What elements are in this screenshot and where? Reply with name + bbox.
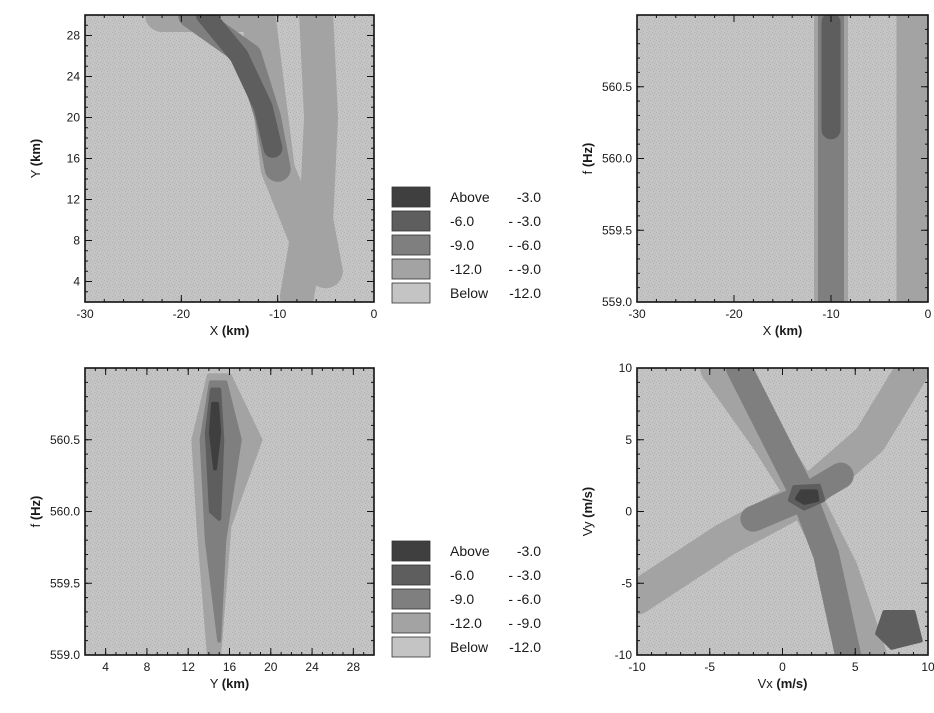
panel-yf: 4 8 12 16 20 24 28 559.0 559.5 560.0 560.5 Y (km) f …: [28, 367, 375, 691]
x-tick-label: -30: [628, 307, 646, 321]
legend-swatch: [391, 636, 431, 658]
y-tick-label: 0: [625, 505, 632, 519]
plot-background: [637, 15, 928, 302]
y-tick-label: 16: [67, 152, 81, 166]
legend-range: - -9.0: [508, 615, 541, 631]
x-tick-label: 28: [347, 660, 361, 674]
legend-label: -12.0: [450, 261, 482, 277]
contour-region: [208, 401, 222, 471]
y-tick-label: 559.5: [50, 576, 80, 590]
panel-vxvy: -10 -5 0 5 10 -10 -5 0 5 10 Vx (m/s) Vy (m/s): [580, 361, 934, 691]
legend-label: -9.0: [450, 237, 474, 253]
legend-top: Above -3.0 -6.0 - -3.0 -9.0 - -6.0 -12.0 - -9.0…: [391, 186, 541, 304]
contour-band: [195, 15, 283, 158]
legend-range: - -3.0: [508, 213, 541, 229]
x-tick-label: -10: [822, 307, 840, 321]
y-axis-title: f (Hz): [580, 143, 595, 175]
contour-layer: [145, 15, 343, 302]
x-tick-label: 24: [305, 660, 319, 674]
tick-marks: [84, 14, 375, 303]
y-tick-label: 4: [73, 275, 80, 289]
legend-range: - -9.0: [508, 261, 541, 277]
legend-label: Below: [450, 639, 489, 655]
y-tick-label: 20: [67, 111, 81, 125]
x-tick-label: -20: [725, 307, 743, 321]
legend-range: - -3.0: [508, 567, 541, 583]
y-tick-label: 559.0: [602, 295, 632, 309]
x-axis-title: X (km): [763, 323, 803, 338]
y-tick-label: -10: [615, 648, 633, 662]
y-tick-label: 560.5: [50, 433, 80, 447]
contour-layer: [637, 368, 928, 655]
y-tick-label: 8: [73, 234, 80, 248]
x-axis-title: Y (km): [210, 676, 250, 691]
y-tick-label: -5: [621, 576, 632, 590]
legend-range: -3.0: [517, 543, 541, 559]
y-axis-title: Vy (m/s): [580, 487, 595, 536]
x-tick-label: 10: [921, 660, 934, 674]
panel-xf: -30 -20 -10 0 559.0 559.5 560.0 560.5 X (km) f (H…: [580, 14, 932, 338]
contour-layer: [191, 373, 263, 655]
tick-marks: [84, 367, 375, 656]
legend-swatch: [391, 612, 431, 634]
x-tick-label: 4: [102, 660, 109, 674]
legend-range: -12.0: [509, 639, 541, 655]
legend-range: - -6.0: [508, 591, 541, 607]
legend-swatch: [391, 282, 431, 304]
y-tick-label: 560.0: [602, 152, 632, 166]
contour-band: [299, 15, 343, 289]
x-tick-label: 16: [223, 660, 237, 674]
legend-swatch: [391, 564, 431, 586]
x-tick-label: 8: [144, 660, 151, 674]
x-tick-label: -5: [704, 660, 715, 674]
legend-label: -6.0: [450, 213, 474, 229]
y-tick-label: 10: [619, 361, 633, 375]
y-tick-label: 12: [67, 193, 81, 207]
legend-swatch: [391, 186, 431, 208]
x-tick-label: 20: [264, 660, 278, 674]
y-tick-label: 24: [67, 70, 81, 84]
x-tick-label: 5: [852, 660, 859, 674]
legend-swatch: [391, 258, 431, 280]
x-tick-label: -10: [628, 660, 646, 674]
legend-swatch: [391, 210, 431, 232]
legend-range: -12.0: [509, 285, 541, 301]
y-tick-label: 559.5: [602, 223, 632, 237]
x-tick-label: 12: [182, 660, 196, 674]
x-axis-title: Vx (m/s): [758, 676, 808, 691]
panel-xy: -30 -20 -10 0 4 8 12 16 20 24 28 X (km) Y (km): [28, 14, 378, 338]
contour-region: [875, 610, 923, 650]
x-tick-label: -20: [173, 307, 191, 321]
legend-range: - -6.0: [508, 237, 541, 253]
contour-layer: [814, 15, 928, 302]
y-tick-label: 5: [625, 433, 632, 447]
tick-marks: [636, 14, 929, 303]
x-tick-label: -30: [76, 307, 94, 321]
x-tick-label: 0: [925, 307, 932, 321]
tick-marks: [636, 367, 929, 656]
y-axis-title: Y (km): [28, 139, 43, 179]
x-tick-label: -10: [269, 307, 287, 321]
legend-label: -9.0: [450, 591, 474, 607]
y-tick-label: 28: [67, 29, 81, 43]
legend-label: Above: [450, 543, 490, 559]
legend-swatch: [391, 540, 431, 562]
y-axis-title: f (Hz): [28, 496, 43, 528]
y-tick-label: 560.5: [602, 80, 632, 94]
x-axis-title: X (km): [210, 323, 250, 338]
legend-label: Below: [450, 285, 489, 301]
legend-bottom: Above -3.0 -6.0 - -3.0 -9.0 - -6.0 -12.0 - -9.0…: [391, 540, 541, 658]
legend-label: -12.0: [450, 615, 482, 631]
y-tick-label: 560.0: [50, 505, 80, 519]
legend-range: -3.0: [517, 189, 541, 205]
legend-swatch: [391, 588, 431, 610]
contour-region: [795, 489, 820, 505]
legend-label: Above: [450, 189, 490, 205]
x-tick-label: 0: [371, 307, 378, 321]
legend-swatch: [391, 234, 431, 256]
legend-label: -6.0: [450, 567, 474, 583]
y-tick-label: 559.0: [50, 648, 80, 662]
x-tick-label: 0: [779, 660, 786, 674]
